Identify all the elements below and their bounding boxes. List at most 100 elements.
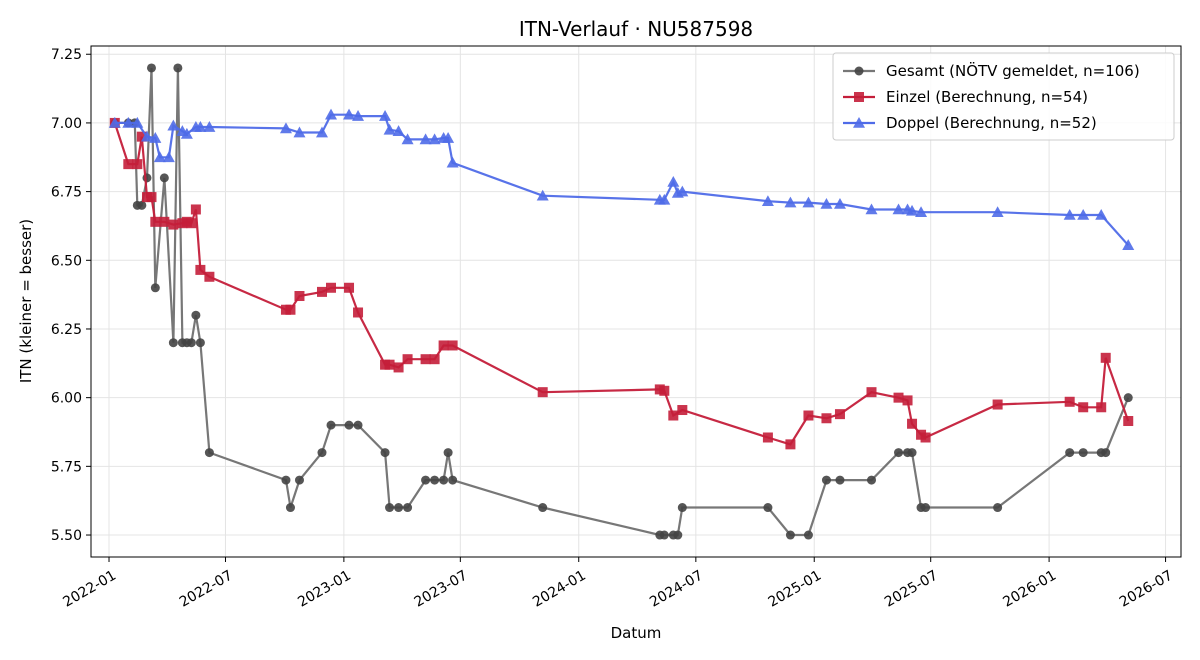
data-point-einzel <box>803 410 814 421</box>
y-axis: 5.50 5.75 6.00 6.25 6.50 6.75 7.00 7.25 <box>51 47 91 544</box>
data-point-doppel <box>419 133 432 145</box>
data-point-gesamt <box>439 475 449 485</box>
data-point-gesamt <box>1101 448 1111 458</box>
data-point-doppel <box>906 204 919 216</box>
data-point-gesamt <box>191 310 201 320</box>
data-point-gesamt <box>385 503 395 513</box>
data-point-gesamt <box>204 448 214 458</box>
x-axis-title: Datum <box>611 624 662 642</box>
data-point-gesamt <box>1065 448 1075 458</box>
data-point-gesamt <box>294 475 304 485</box>
data-point-doppel <box>446 156 459 168</box>
data-point-einzel <box>384 359 395 370</box>
data-point-gesamt <box>993 503 1003 513</box>
data-point-doppel <box>122 116 135 128</box>
data-point-gesamt <box>763 503 773 513</box>
data-point-doppel <box>392 125 405 136</box>
data-point-gesamt <box>894 448 904 458</box>
data-point-einzel <box>159 216 170 227</box>
legend-box <box>832 52 1175 141</box>
data-point-einzel <box>402 354 413 365</box>
data-point-gesamt <box>677 503 687 513</box>
data-point-doppel <box>167 119 180 131</box>
data-point-gesamt <box>137 200 147 210</box>
data-point-doppel <box>820 197 833 209</box>
data-point-gesamt <box>344 420 354 430</box>
data-point-gesamt <box>430 475 440 485</box>
data-point-doppel <box>293 126 306 138</box>
data-point-gesamt <box>195 338 205 348</box>
data-point-einzel <box>1100 352 1111 363</box>
data-point-doppel <box>667 175 680 187</box>
data-point-doppel <box>428 133 441 145</box>
data-point-einzel <box>150 216 161 227</box>
data-point-doppel <box>379 110 392 121</box>
data-point-gesamt <box>443 448 453 458</box>
data-point-einzel <box>285 304 296 315</box>
y-tick-label: 6.50 <box>51 253 82 269</box>
data-point-einzel <box>992 399 1003 410</box>
legend: Gesamt (NÖTV gemeldet, n=106) Einzel (Ber… <box>832 52 1175 141</box>
data-point-einzel <box>821 413 832 424</box>
data-point-doppel <box>149 132 162 143</box>
data-point-einzel <box>353 307 364 318</box>
data-point-gesamt <box>150 283 160 293</box>
data-point-einzel <box>168 219 179 230</box>
data-point-doppel <box>802 196 815 208</box>
data-point-doppel <box>536 189 549 201</box>
data-point-einzel <box>204 271 215 282</box>
series-einzel <box>109 117 1134 450</box>
data-point-einzel <box>1078 402 1089 413</box>
data-point-gesamt <box>921 503 931 513</box>
data-point-einzel <box>902 395 913 406</box>
data-point-doppel <box>343 108 356 120</box>
y-tick-label: 6.25 <box>51 322 82 338</box>
data-point-gesamt <box>803 530 813 540</box>
data-point-einzel <box>136 131 147 142</box>
plot-frame <box>90 45 1182 558</box>
data-point-einzel <box>866 387 877 398</box>
data-point-einzel <box>326 282 337 293</box>
data-point-doppel <box>279 122 292 134</box>
data-point-einzel <box>762 432 773 443</box>
data-point-einzel <box>132 159 143 170</box>
data-point-doppel <box>658 193 671 205</box>
data-point-einzel <box>190 204 201 215</box>
y-axis-title: ITN (kleiner = besser) <box>17 219 35 383</box>
data-point-einzel <box>1064 396 1075 407</box>
data-point-gesamt <box>421 475 431 485</box>
data-point-einzel <box>393 362 404 373</box>
legend-label-einzel: Einzel (Berechnung, n=54) <box>886 88 1088 106</box>
data-point-einzel <box>123 159 134 170</box>
data-point-einzel <box>893 392 904 403</box>
data-point-doppel <box>1122 239 1135 250</box>
data-point-einzel <box>146 192 157 203</box>
data-point-einzel <box>186 218 197 229</box>
data-point-doppel <box>315 126 328 138</box>
data-point-gesamt <box>146 63 156 73</box>
y-tick-label: 5.75 <box>51 459 82 475</box>
data-point-doppel <box>442 132 455 143</box>
data-point-einzel <box>195 264 206 275</box>
data-point-gesamt <box>907 448 917 458</box>
data-point-einzel <box>1123 416 1134 427</box>
data-point-gesamt <box>353 420 363 430</box>
data-point-einzel <box>834 409 845 420</box>
data-point-einzel <box>420 354 431 365</box>
y-tick-label: 6.00 <box>51 391 82 407</box>
legend-label-gesamt: Gesamt (NÖTV gemeldet, n=106) <box>886 61 1140 80</box>
legend-marker-gesamt <box>854 66 864 76</box>
data-point-einzel <box>344 282 355 293</box>
data-point-doppel <box>108 116 121 128</box>
y-tick-label: 7.00 <box>51 116 82 132</box>
data-point-doppel <box>383 123 396 135</box>
data-point-doppel <box>401 133 414 145</box>
data-point-gesamt <box>1078 448 1088 458</box>
data-point-doppel <box>153 151 166 163</box>
data-point-doppel <box>761 195 774 207</box>
data-point-gesamt <box>867 475 877 485</box>
data-point-gesamt <box>538 503 548 513</box>
data-point-einzel <box>537 387 548 398</box>
data-point-doppel <box>865 203 878 215</box>
